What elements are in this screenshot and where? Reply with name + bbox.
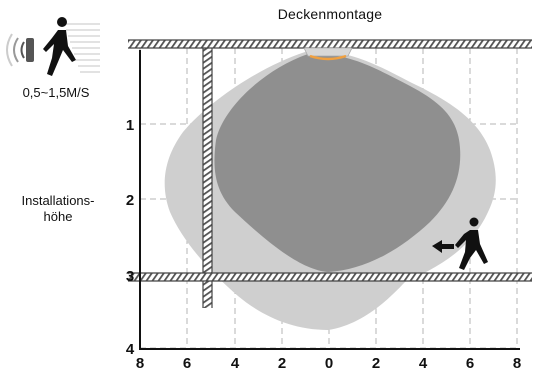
x-tick-label: 4: [419, 355, 428, 371]
x-tick-label: 4: [231, 355, 240, 371]
diagram-title: Deckenmontage: [277, 6, 383, 22]
installation-height-label: Installations- höhe: [6, 193, 110, 225]
y-tick-label: 4: [126, 341, 135, 358]
x-tick-label: 8: [136, 355, 144, 371]
x-tick-label: 2: [278, 355, 286, 371]
x-tick-label: 6: [466, 355, 474, 371]
x-axis-labels: 8 6 4 2 0 2 4 6 8: [136, 355, 521, 371]
y-axis-labels: 1 2 3 4: [126, 117, 135, 358]
floor: [128, 272, 532, 282]
inner-detection-zone: [214, 53, 461, 272]
left-arrow-icon: [432, 240, 454, 253]
y-tick-label: 2: [126, 192, 134, 209]
ceiling-sensor-icon: [303, 47, 353, 61]
motion-waves-icon: [6, 33, 34, 67]
x-tick-label: 2: [372, 355, 380, 371]
x-tick-label: 8: [513, 355, 521, 371]
y-tick-label: 1: [126, 117, 134, 134]
y-tick-label: 3: [126, 268, 134, 285]
installation-label-line1: Installations-: [21, 193, 95, 208]
walking-person-icon: [455, 217, 488, 270]
x-tick-label: 6: [183, 355, 191, 371]
installation-label-line2: höhe: [43, 209, 73, 224]
walking-person-icon: [43, 17, 100, 76]
x-tick-label: 0: [325, 355, 333, 371]
ceiling: [128, 39, 532, 49]
axes: [139, 50, 520, 350]
side-wall: [203, 48, 212, 308]
speed-label: 0,5~1,5M/S: [22, 85, 90, 100]
